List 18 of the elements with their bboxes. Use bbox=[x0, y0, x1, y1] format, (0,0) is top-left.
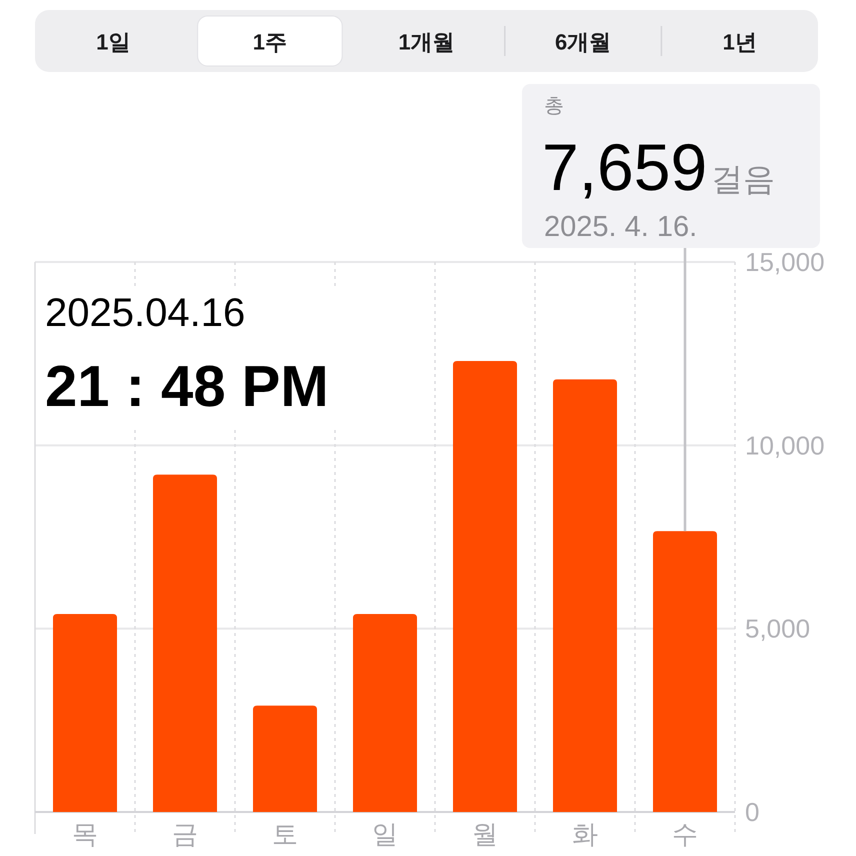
tab-label: 1주 bbox=[252, 30, 288, 54]
y-tick-label: 10,000 bbox=[745, 430, 825, 460]
timestamp-time: 21 : 48 PM bbox=[45, 354, 329, 419]
tab-label: 1개월 bbox=[398, 30, 455, 54]
x-tick-label: 일 bbox=[372, 819, 398, 849]
tab-label: 1년 bbox=[722, 30, 757, 54]
x-tick-label: 토 bbox=[272, 819, 298, 849]
x-tick-label: 금 bbox=[172, 819, 198, 849]
y-tick-label: 15,000 bbox=[745, 247, 825, 277]
tab-label: 6개월 bbox=[554, 30, 612, 54]
x-tick-label: 수 bbox=[672, 819, 698, 849]
timestamp-date: 2025.04.16 bbox=[45, 291, 246, 335]
y-tick-label: 5,000 bbox=[745, 614, 810, 644]
x-tick-label: 화 bbox=[572, 819, 598, 849]
x-tick-label: 목 bbox=[72, 819, 98, 849]
x-tick-label: 월 bbox=[472, 819, 498, 849]
tab-label: 1일 bbox=[96, 30, 130, 54]
y-tick-label: 0 bbox=[745, 797, 760, 827]
